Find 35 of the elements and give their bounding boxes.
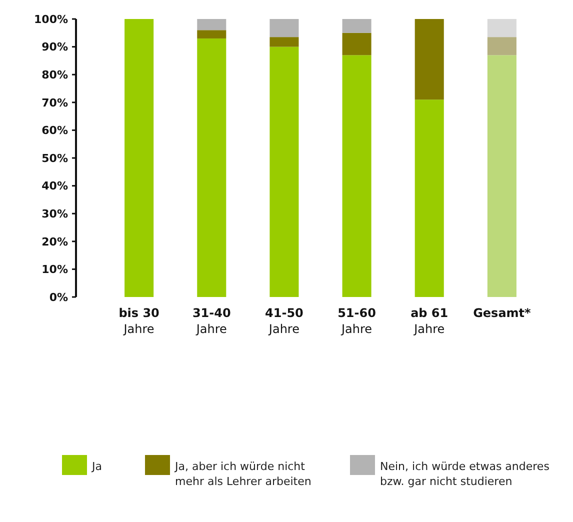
bar <box>270 46 299 297</box>
bar <box>342 19 372 33</box>
y-tick-label: 40% <box>42 180 68 193</box>
legend-label: Ja, aber ich würde nicht mehr als Lehrer arbeiten <box>174 460 312 488</box>
bar <box>414 19 444 100</box>
x-tick-label: 51-60 Jahre <box>338 306 376 336</box>
bar <box>124 19 154 297</box>
y-tick-label: 80% <box>42 68 68 82</box>
y-tick-label: 90% <box>42 40 68 54</box>
bar <box>270 19 299 38</box>
y-tick-label: 20% <box>42 235 68 248</box>
bar <box>270 37 299 47</box>
bar <box>487 55 516 297</box>
x-tick-label: ab 61 Jahre <box>410 306 448 336</box>
bar <box>414 100 444 297</box>
bar <box>342 32 372 56</box>
y-tick-label: 10% <box>42 263 68 276</box>
y-tick-label: 0% <box>49 290 68 304</box>
x-tick-label: bis 30 Jahre <box>118 306 160 336</box>
bar <box>487 19 516 38</box>
y-tick-label: 30% <box>42 207 68 220</box>
y-tick-label: 60% <box>42 124 68 138</box>
legend-label: Nein, ich würde etwas anderes bzw. gar nicht studieren <box>380 460 550 488</box>
y-tick-label: 100% <box>34 12 68 26</box>
y-tick-label: 50% <box>42 152 68 165</box>
legend-label: Ja <box>91 460 102 473</box>
bar <box>487 37 516 56</box>
bar <box>197 38 226 297</box>
bar <box>197 30 226 38</box>
y-tick-label: 70% <box>42 96 68 110</box>
x-tick-label: 31-40 Jahre <box>192 306 231 336</box>
x-tick-label: 41-50 Jahre <box>265 306 304 336</box>
bar <box>197 19 226 30</box>
x-tick-label: Gesamt* <box>473 306 532 320</box>
bar <box>342 55 372 297</box>
